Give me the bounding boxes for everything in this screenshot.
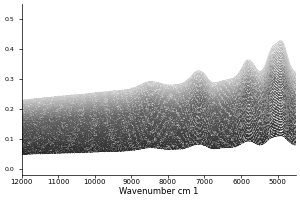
X-axis label: Wavenumber cm 1: Wavenumber cm 1 [119,187,198,196]
